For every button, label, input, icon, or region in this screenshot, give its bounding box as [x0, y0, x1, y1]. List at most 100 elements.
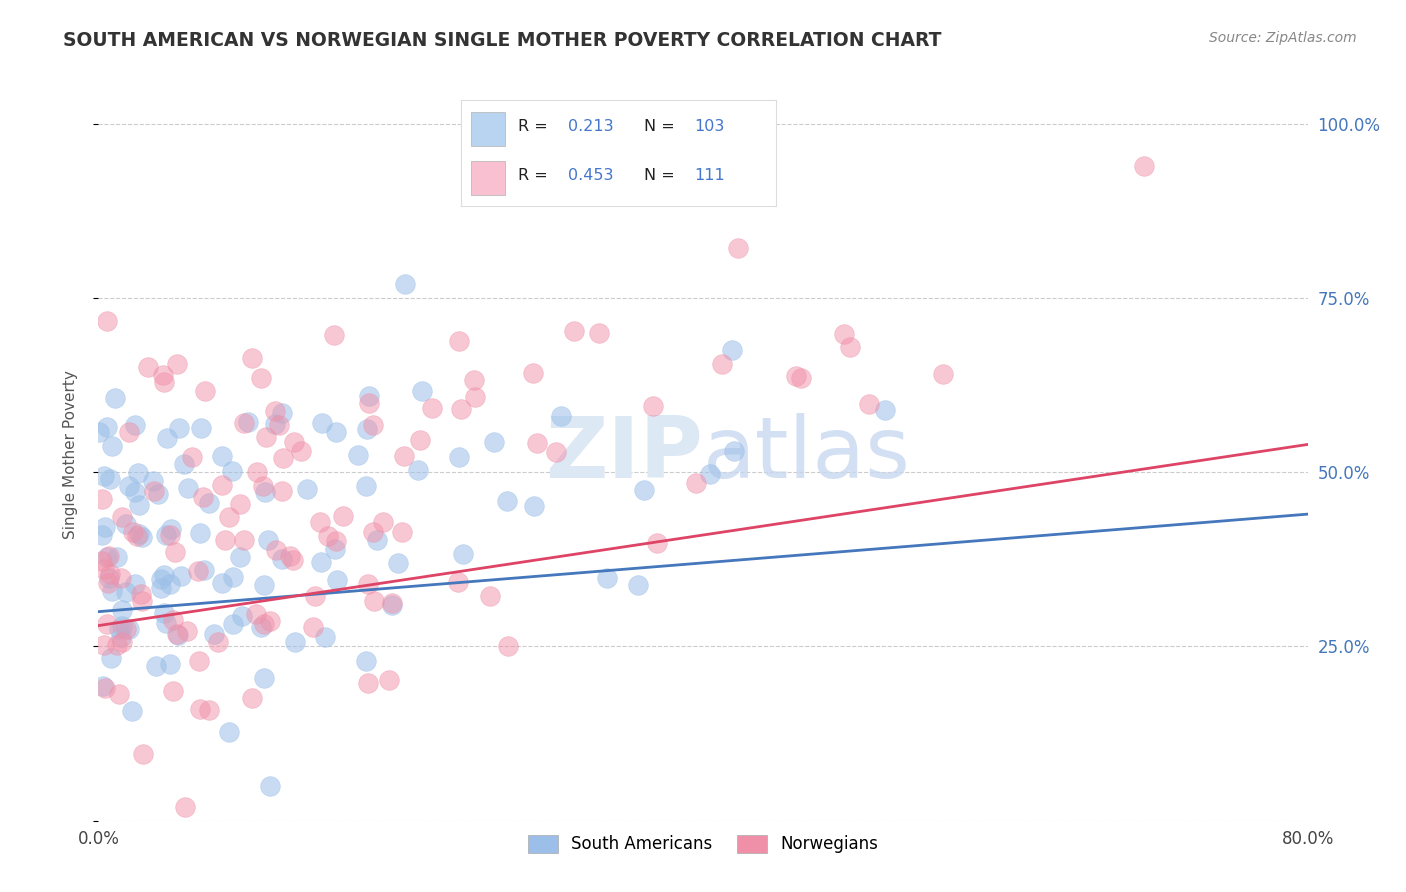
Point	[931, 367, 953, 381]
Point	[167, 421, 190, 435]
Point	[363, 594, 385, 608]
Point	[160, 522, 183, 536]
Point	[127, 466, 149, 480]
Point	[159, 577, 181, 591]
Point	[121, 524, 143, 539]
Point	[91, 527, 114, 541]
Text: SOUTH AMERICAN VS NORWEGIAN SINGLE MOTHER POVERTY CORRELATION CHART: SOUTH AMERICAN VS NORWEGIAN SINGLE MOTHE…	[63, 31, 942, 50]
Point	[325, 425, 347, 439]
Point	[91, 554, 114, 568]
Point	[162, 683, 184, 698]
Point	[685, 475, 707, 490]
Point	[354, 479, 377, 493]
Point	[211, 477, 233, 491]
Point	[302, 620, 325, 634]
Point	[100, 650, 122, 665]
Point	[259, 614, 281, 628]
Point	[550, 409, 572, 423]
Point	[727, 241, 749, 255]
Point	[98, 571, 121, 585]
Point	[233, 533, 256, 548]
Y-axis label: Single Mother Poverty: Single Mother Poverty	[63, 370, 77, 540]
Point	[463, 373, 485, 387]
Point	[166, 357, 188, 371]
Point	[96, 314, 118, 328]
Point	[278, 549, 301, 563]
Point	[645, 535, 668, 549]
Point	[359, 396, 381, 410]
Point	[110, 635, 132, 649]
Point	[290, 444, 312, 458]
Point	[105, 549, 128, 564]
Point	[522, 366, 544, 380]
Point	[229, 497, 252, 511]
Point	[270, 484, 292, 499]
Point	[111, 603, 134, 617]
Point	[93, 638, 115, 652]
Point	[464, 390, 486, 404]
Point	[381, 596, 404, 610]
Point	[222, 570, 245, 584]
Point	[267, 417, 290, 432]
Point	[641, 399, 664, 413]
Point	[91, 680, 114, 694]
Point	[588, 326, 610, 340]
Point	[408, 462, 430, 476]
Point	[96, 616, 118, 631]
Point	[627, 578, 650, 592]
Point	[155, 527, 177, 541]
Point	[128, 498, 150, 512]
Point	[284, 635, 307, 649]
Point	[544, 445, 567, 459]
Point	[142, 474, 165, 488]
Point	[357, 389, 380, 403]
Point	[125, 529, 148, 543]
Point	[145, 659, 167, 673]
Point	[93, 562, 115, 576]
Point	[162, 613, 184, 627]
Point	[723, 444, 745, 458]
Point	[148, 487, 170, 501]
Point	[873, 403, 896, 417]
Point	[253, 671, 276, 685]
Point	[322, 328, 344, 343]
Point	[309, 555, 332, 569]
Point	[96, 420, 118, 434]
Point	[207, 634, 229, 648]
Point	[110, 619, 132, 633]
Point	[155, 616, 177, 631]
Point	[221, 616, 243, 631]
Point	[832, 326, 855, 341]
Text: atlas: atlas	[703, 413, 911, 497]
Point	[176, 481, 198, 495]
Point	[202, 627, 225, 641]
Point	[447, 575, 470, 590]
Point	[721, 343, 744, 357]
Point	[152, 375, 174, 389]
Point	[254, 430, 277, 444]
Point	[188, 526, 211, 541]
Text: ZIP: ZIP	[546, 413, 703, 497]
Point	[114, 516, 136, 531]
Point	[271, 450, 294, 465]
Point	[105, 638, 128, 652]
Point	[111, 510, 134, 524]
Point	[496, 494, 519, 508]
Point	[479, 589, 502, 603]
Point	[131, 594, 153, 608]
Point	[129, 586, 152, 600]
Point	[526, 436, 548, 450]
Point	[519, 182, 541, 196]
Point	[361, 524, 384, 539]
Point	[420, 401, 443, 416]
Point	[107, 687, 129, 701]
Point	[101, 439, 124, 453]
Point	[484, 434, 506, 449]
Point	[131, 747, 153, 762]
Point	[699, 467, 721, 481]
Point	[150, 582, 173, 596]
Point	[325, 533, 347, 548]
Point	[562, 324, 585, 338]
Point	[176, 624, 198, 639]
Point	[152, 368, 174, 382]
